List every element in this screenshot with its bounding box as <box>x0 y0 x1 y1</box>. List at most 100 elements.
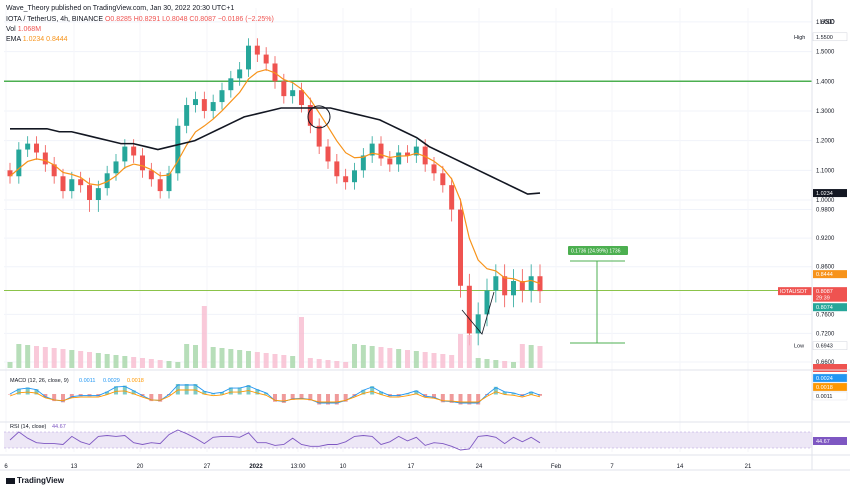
macd-histogram-bar <box>529 391 534 395</box>
candle-body <box>254 45 260 55</box>
volume-bar <box>246 351 251 368</box>
volume-bar <box>263 353 269 368</box>
ohlc-values: O0.8285 H0.8291 L0.8048 C0.8087 −0.0186 … <box>104 16 274 23</box>
y-tick-label: 0.6600 <box>816 360 835 366</box>
volume-bar <box>16 344 22 368</box>
macd-histogram-bar <box>440 394 445 403</box>
candle-body <box>299 90 304 106</box>
candle <box>175 118 181 181</box>
symbol-line: IOTA / TetherUS, 4h, BINANCE O0.8285 H0.… <box>6 15 274 24</box>
volume-bar <box>184 344 190 368</box>
macd-histogram-bar <box>149 394 154 402</box>
candle <box>193 91 198 113</box>
volume-bar <box>148 359 154 368</box>
volume-bar <box>431 353 437 368</box>
y-tick-label: 1.4000 <box>816 79 835 85</box>
macd-histogram-bar <box>114 386 118 395</box>
macd-label: MACD (12, 26, close, 9) <box>10 378 69 384</box>
candle-body <box>60 176 66 192</box>
volume-bar <box>299 317 304 368</box>
tradingview-logo[interactable]: TradingView <box>6 476 64 485</box>
candle-body <box>458 209 463 286</box>
x-tick-label: 2022 <box>249 464 263 470</box>
macd-histogram-bar <box>237 387 242 395</box>
candle-body <box>466 285 472 334</box>
candle <box>528 264 534 303</box>
volume-bar <box>254 352 260 368</box>
candle <box>104 165 110 196</box>
volume-bar <box>290 356 296 368</box>
volume-bar <box>396 349 402 368</box>
macd-histogram-bar <box>122 385 127 395</box>
macd-value: 0.0018 <box>127 378 144 384</box>
candle <box>246 38 251 77</box>
candle-body <box>352 170 357 183</box>
volume-bar <box>60 349 66 368</box>
y-tick-label: 1.1000 <box>816 168 835 174</box>
candle <box>95 180 101 212</box>
macd-histogram-bar <box>273 394 277 402</box>
candle-body <box>87 185 92 200</box>
volume-bar <box>519 344 525 368</box>
macd-histogram-bar <box>184 384 189 395</box>
volume-bar <box>369 346 375 368</box>
rsi-line <box>9 429 541 451</box>
candle <box>369 136 375 163</box>
volume-bar <box>537 346 543 368</box>
macd-histogram-bar <box>228 387 233 395</box>
candle-body <box>307 105 313 126</box>
volume-bar <box>475 358 481 368</box>
candle <box>166 165 172 199</box>
ema-label: EMA <box>6 36 21 43</box>
candle-body <box>69 179 75 192</box>
volume-bar <box>228 349 234 368</box>
candle-body <box>396 152 402 165</box>
candle-body <box>246 45 251 70</box>
volume-bar <box>325 360 331 368</box>
volume-bar <box>528 345 534 368</box>
x-tick-label: 13 <box>71 464 78 470</box>
rsi-axis-box <box>813 437 847 445</box>
volume-axis-box <box>813 364 847 372</box>
candle-body <box>210 102 216 111</box>
candle <box>34 136 39 160</box>
price-label-box <box>812 341 848 350</box>
volume-bar <box>34 346 39 368</box>
candle <box>440 165 446 193</box>
candle-body <box>431 164 437 174</box>
price-label-box <box>812 32 848 42</box>
macd-histogram-bar <box>334 394 339 405</box>
candle <box>307 97 313 134</box>
candle <box>148 162 154 187</box>
price-label-value: 0.8087 <box>816 289 833 295</box>
candle-body <box>413 146 419 156</box>
candle <box>184 97 190 134</box>
candle <box>25 136 31 157</box>
candle-body <box>316 125 322 147</box>
volume-bar <box>69 350 75 368</box>
macd-axis-box <box>812 382 848 392</box>
macd-axis-box <box>812 391 848 401</box>
macd-histogram-bar <box>502 391 507 395</box>
volume-value: 1.068M <box>17 26 42 33</box>
volume-bar <box>122 356 128 368</box>
macd-histogram-bar <box>396 394 401 397</box>
macd-histogram-bar <box>449 394 454 403</box>
macd-histogram-bar <box>193 384 198 395</box>
price-tag-name: High <box>794 35 805 41</box>
candle-body <box>7 170 13 177</box>
macd-histogram-bar <box>25 387 30 395</box>
ema-legend: EMA 1.0234 0.8444 <box>6 35 68 44</box>
ema-short-line <box>9 68 541 285</box>
volume-bar <box>25 345 31 368</box>
macd-histogram-bar <box>158 394 163 402</box>
price-tag-box <box>792 341 812 350</box>
macd-histogram-bar <box>220 392 224 395</box>
macd-histogram-bar <box>105 391 110 395</box>
macd-histogram-bar <box>299 394 304 400</box>
volume-bar <box>352 344 357 368</box>
candle-body <box>334 161 340 177</box>
macd-histogram-bar <box>432 394 436 399</box>
candle-body <box>184 105 190 126</box>
